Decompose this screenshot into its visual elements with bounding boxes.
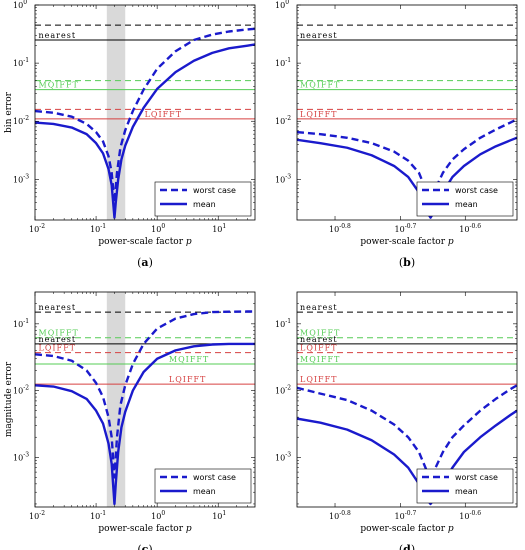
y-tick-label: 10-3 (275, 451, 291, 462)
shaded-band (106, 292, 126, 507)
series-line-worst-case (35, 310, 255, 479)
ref-line-label: MQIFFT (39, 329, 79, 338)
legend-entry: mean (193, 487, 216, 496)
legend-entry: worst case (455, 186, 498, 195)
y-axis-label: magnitude error (4, 361, 14, 437)
x-tick-label: 10-0.6 (459, 510, 481, 521)
ref-line-label: nearest (39, 31, 77, 40)
x-tick-label: 10-0.6 (459, 223, 481, 234)
y-tick-label: 10-3 (13, 451, 29, 462)
y-tick-label: 10-1 (13, 318, 29, 329)
x-axis-label: power-scale factor p (98, 237, 192, 247)
x-tick-label: 10-0.7 (395, 223, 417, 234)
panel-caption: (b) (399, 256, 415, 269)
ref-line-label: nearest (300, 303, 338, 312)
ref-line-label: MQIFFT (300, 329, 340, 338)
y-axis-label: bin error (4, 91, 14, 133)
legend-entry: mean (193, 200, 216, 209)
x-tick-label: 101 (212, 223, 226, 234)
x-tick-label: 101 (212, 510, 226, 521)
legend: worst case mean (154, 468, 252, 504)
legend: worst case mean (416, 468, 514, 504)
x-tick-label: 10-0.8 (329, 510, 351, 521)
ref-line-label: LQIFFT (300, 344, 337, 353)
ref-line-label: MQIFFT (39, 81, 79, 90)
axes-frame (296, 4, 518, 221)
ref-line-label: LQIFFT (300, 375, 337, 384)
y-tick-label: 10-1 (13, 57, 29, 68)
legend-entry: worst case (193, 186, 236, 195)
x-axis-label: power-scale factor p (360, 524, 454, 534)
panel-b: nearest MQIFFT LQIFFT 10-0.8 10-0.7 10-0.6 10-… (275, 0, 518, 269)
series-line-mean (297, 136, 517, 219)
ref-line-label: MQIFFT (300, 81, 340, 90)
x-tick-label: 100 (151, 223, 165, 234)
axes-frame (296, 291, 518, 508)
panel-caption: (c) (137, 543, 152, 550)
panel-c: nearestMQIFFTnearestLQIFFTMQIFFTLQIFFT10… (4, 291, 256, 550)
legend-entry: worst case (193, 473, 236, 482)
ref-line-label: LQIFFT (300, 110, 337, 119)
y-tick-label: 10-3 (275, 173, 291, 184)
series-line-mean (297, 409, 517, 506)
plot-area: nearest MQIFFT LQIFFT (297, 24, 517, 219)
ref-line-label: nearest (39, 303, 77, 312)
y-tick-label: 10-2 (275, 385, 291, 396)
y-tick-label: 10-2 (275, 115, 291, 126)
axes-frame (34, 291, 256, 508)
ref-line-label: LQIFFT (145, 110, 182, 119)
ref-line-label: MQIFFT (300, 355, 340, 364)
panel-caption: (a) (137, 256, 153, 269)
x-tick-label: 10-0.7 (395, 510, 417, 521)
x-tick-label: 10-2 (29, 510, 45, 521)
x-axis-label: power-scale factor p (98, 524, 192, 534)
series-line-worst-case (35, 27, 255, 204)
x-axis-label: power-scale factor p (360, 237, 454, 247)
x-tick-label: 10-2 (29, 223, 45, 234)
ref-line-label: nearest (39, 335, 77, 344)
y-tick-label: 10-1 (275, 318, 291, 329)
series-line-mean (35, 342, 255, 506)
y-tick-label: 100 (13, 0, 27, 10)
x-tick-label: 10-1 (90, 510, 106, 521)
legend: worst case mean (416, 181, 514, 217)
panel-a: nearest MQIFFT LQIFFT 10-2 10-1 100 101 10-3 10-… (4, 0, 256, 269)
ref-line-label: LQIFFT (169, 375, 206, 384)
ref-line-label: nearest (300, 335, 338, 344)
y-tick-label: 10-3 (13, 173, 29, 184)
legend: worst case mean (154, 181, 252, 217)
x-tick-label: 10-1 (90, 223, 106, 234)
x-tick-label: 100 (151, 510, 165, 521)
panel-caption: (d) (399, 543, 415, 550)
y-tick-label: 100 (275, 0, 289, 10)
ref-line-label: nearest (300, 31, 338, 40)
legend-entry: mean (455, 200, 478, 209)
y-tick-label: 10-2 (13, 385, 29, 396)
ref-line-label: MQIFFT (169, 355, 209, 364)
plot-area: nearest MQIFFT LQIFFT (35, 5, 255, 220)
series-line-worst-case (297, 384, 517, 482)
axes-frame (34, 4, 256, 221)
legend-entry: worst case (455, 473, 498, 482)
ref-line-label: LQIFFT (39, 344, 76, 353)
x-tick-label: 10-0.8 (329, 223, 351, 234)
panel-d: nearestMQIFFTnearestLQIFFTMQIFFTLQIFFT10… (275, 291, 518, 550)
legend-entry: mean (455, 487, 478, 496)
y-tick-label: 10-2 (13, 115, 29, 126)
series-line-mean (35, 43, 255, 219)
y-tick-label: 10-1 (275, 57, 291, 68)
